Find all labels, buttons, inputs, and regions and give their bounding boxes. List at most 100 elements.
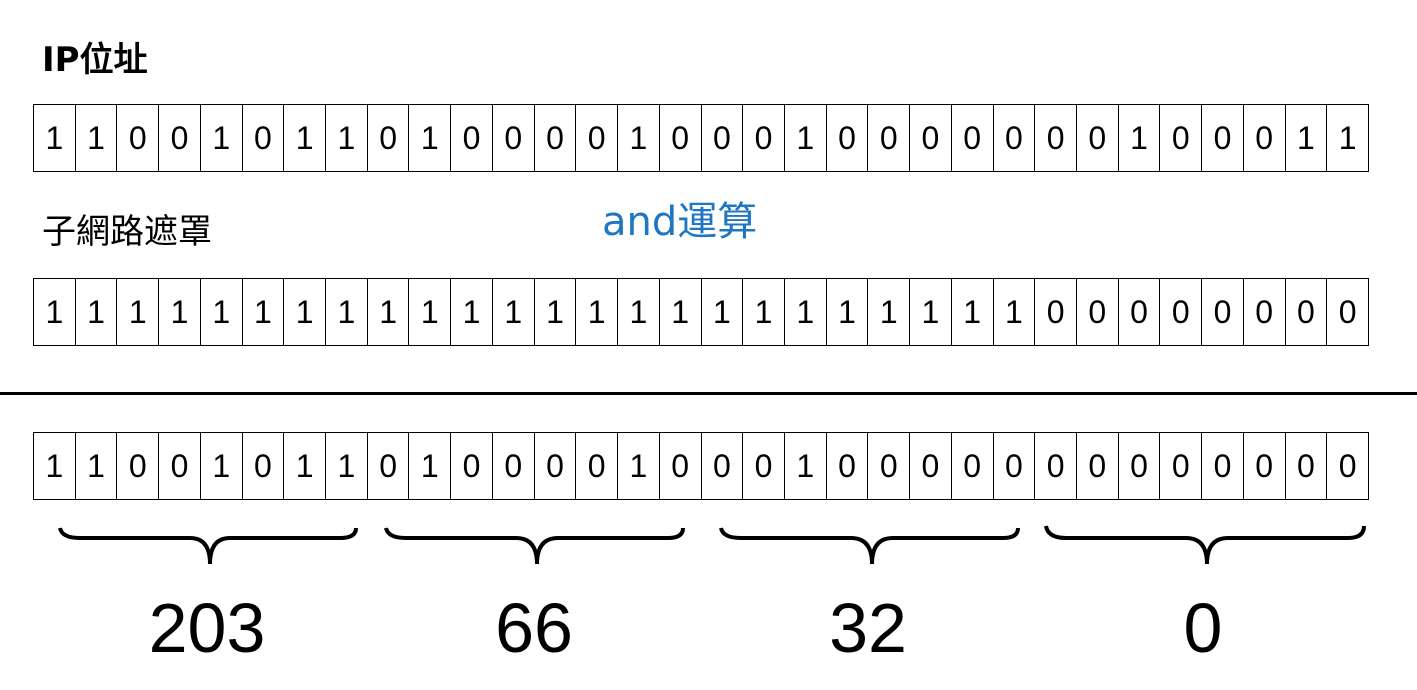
bit-cell: 0	[367, 104, 410, 172]
bit-cell: 0	[1035, 104, 1077, 172]
bit-cell: 1	[743, 278, 785, 346]
bit-cell: 0	[1202, 432, 1244, 500]
bit-cell: 0	[910, 432, 952, 500]
bit-cell: 1	[1285, 104, 1328, 172]
bit-cell: 1	[618, 104, 660, 172]
bit-cell: 1	[784, 432, 827, 500]
bit-cell: 0	[1118, 278, 1161, 346]
bit-cell: 1	[451, 278, 493, 346]
bit-cell: 0	[1035, 432, 1077, 500]
octet-1-brace	[58, 527, 358, 565]
bit-cell: 1	[409, 432, 452, 500]
bit-cell: 1	[75, 278, 118, 346]
bit-cell: 0	[1202, 278, 1244, 346]
bit-cell: 0	[451, 432, 493, 500]
bit-cell: 1	[200, 104, 243, 172]
bit-cell: 1	[367, 278, 410, 346]
octet-3-brace	[719, 527, 1020, 565]
bit-cell: 1	[659, 278, 702, 346]
bit-cell: 1	[326, 104, 368, 172]
bit-cell: 0	[951, 104, 994, 172]
bit-cell: 0	[701, 432, 744, 500]
bit-cell: 1	[409, 278, 452, 346]
bit-cell: 0	[1076, 432, 1119, 500]
bit-cell: 1	[159, 278, 201, 346]
bit-cell: 1	[1327, 104, 1369, 172]
octet-3-value: 32	[829, 589, 907, 667]
bit-cell: 0	[701, 104, 744, 172]
bit-cell: 1	[200, 432, 243, 500]
bit-cell: 1	[284, 104, 327, 172]
bit-cell: 0	[659, 104, 702, 172]
bit-cell: 0	[117, 432, 160, 500]
bit-cell: 0	[1285, 432, 1328, 500]
bit-cell: 0	[1118, 432, 1161, 500]
bit-cell: 1	[492, 278, 535, 346]
bit-cell: 1	[200, 278, 243, 346]
bit-cell: 1	[242, 278, 285, 346]
bit-cell: 0	[1202, 104, 1244, 172]
bit-cell: 0	[367, 432, 410, 500]
bit-cell: 1	[284, 278, 327, 346]
bit-cell: 0	[1243, 278, 1286, 346]
bit-cell: 0	[993, 104, 1036, 172]
bit-cell: 0	[534, 104, 577, 172]
bit-cell: 1	[910, 278, 952, 346]
bit-cell: 1	[868, 278, 911, 346]
bit-cell: 1	[534, 278, 577, 346]
bit-cell: 1	[75, 104, 118, 172]
bit-cell: 0	[910, 104, 952, 172]
bit-cell: 0	[159, 432, 201, 500]
bit-cell: 1	[326, 432, 368, 500]
bit-cell: 0	[1076, 104, 1119, 172]
bit-cell: 0	[659, 432, 702, 500]
bit-cell: 0	[826, 432, 869, 500]
bit-cell: 1	[117, 278, 160, 346]
bit-cell: 0	[492, 104, 535, 172]
bit-cell: 1	[34, 278, 76, 346]
bit-cell: 0	[534, 432, 577, 500]
bit-cell: 0	[951, 432, 994, 500]
bit-cell: 0	[1327, 432, 1369, 500]
bit-cell: 0	[743, 432, 785, 500]
bit-cell: 0	[576, 104, 619, 172]
bit-cell: 1	[784, 104, 827, 172]
bit-cell: 0	[1243, 432, 1286, 500]
subnet-mask-label: 子網路遮罩	[42, 212, 212, 252]
bit-cell: 1	[618, 432, 660, 500]
bit-cell: 1	[784, 278, 827, 346]
octet-2-brace	[384, 527, 685, 565]
bit-cell: 0	[868, 104, 911, 172]
bit-cell: 1	[993, 278, 1036, 346]
octet-1-value: 203	[148, 589, 266, 667]
and-operation-label: and運算	[602, 199, 758, 245]
bit-cell: 1	[826, 278, 869, 346]
bit-cell: 1	[34, 432, 76, 500]
bit-cell: 0	[743, 104, 785, 172]
bit-cell: 1	[75, 432, 118, 500]
result-divider-line	[0, 392, 1417, 395]
bit-cell: 0	[1035, 278, 1077, 346]
ip-address-label: IP位址	[42, 40, 148, 80]
bit-cell: 0	[826, 104, 869, 172]
bit-cell: 1	[576, 278, 619, 346]
bit-cell: 0	[1076, 278, 1119, 346]
bit-cell: 0	[242, 432, 285, 500]
bit-cell: 0	[159, 104, 201, 172]
bit-cell: 0	[868, 432, 911, 500]
bit-cell: 1	[284, 432, 327, 500]
octet-2-value: 66	[495, 589, 573, 667]
bit-cell: 1	[34, 104, 76, 172]
bit-cell: 1	[701, 278, 744, 346]
bit-cell: 1	[618, 278, 660, 346]
bit-cell: 0	[1285, 278, 1328, 346]
bit-cell: 0	[1160, 104, 1203, 172]
octet-braces	[58, 525, 1366, 565]
bit-cell: 0	[576, 432, 619, 500]
bit-cell: 0	[492, 432, 535, 500]
octet-4-value: 0	[1183, 589, 1223, 667]
bit-cell: 0	[242, 104, 285, 172]
